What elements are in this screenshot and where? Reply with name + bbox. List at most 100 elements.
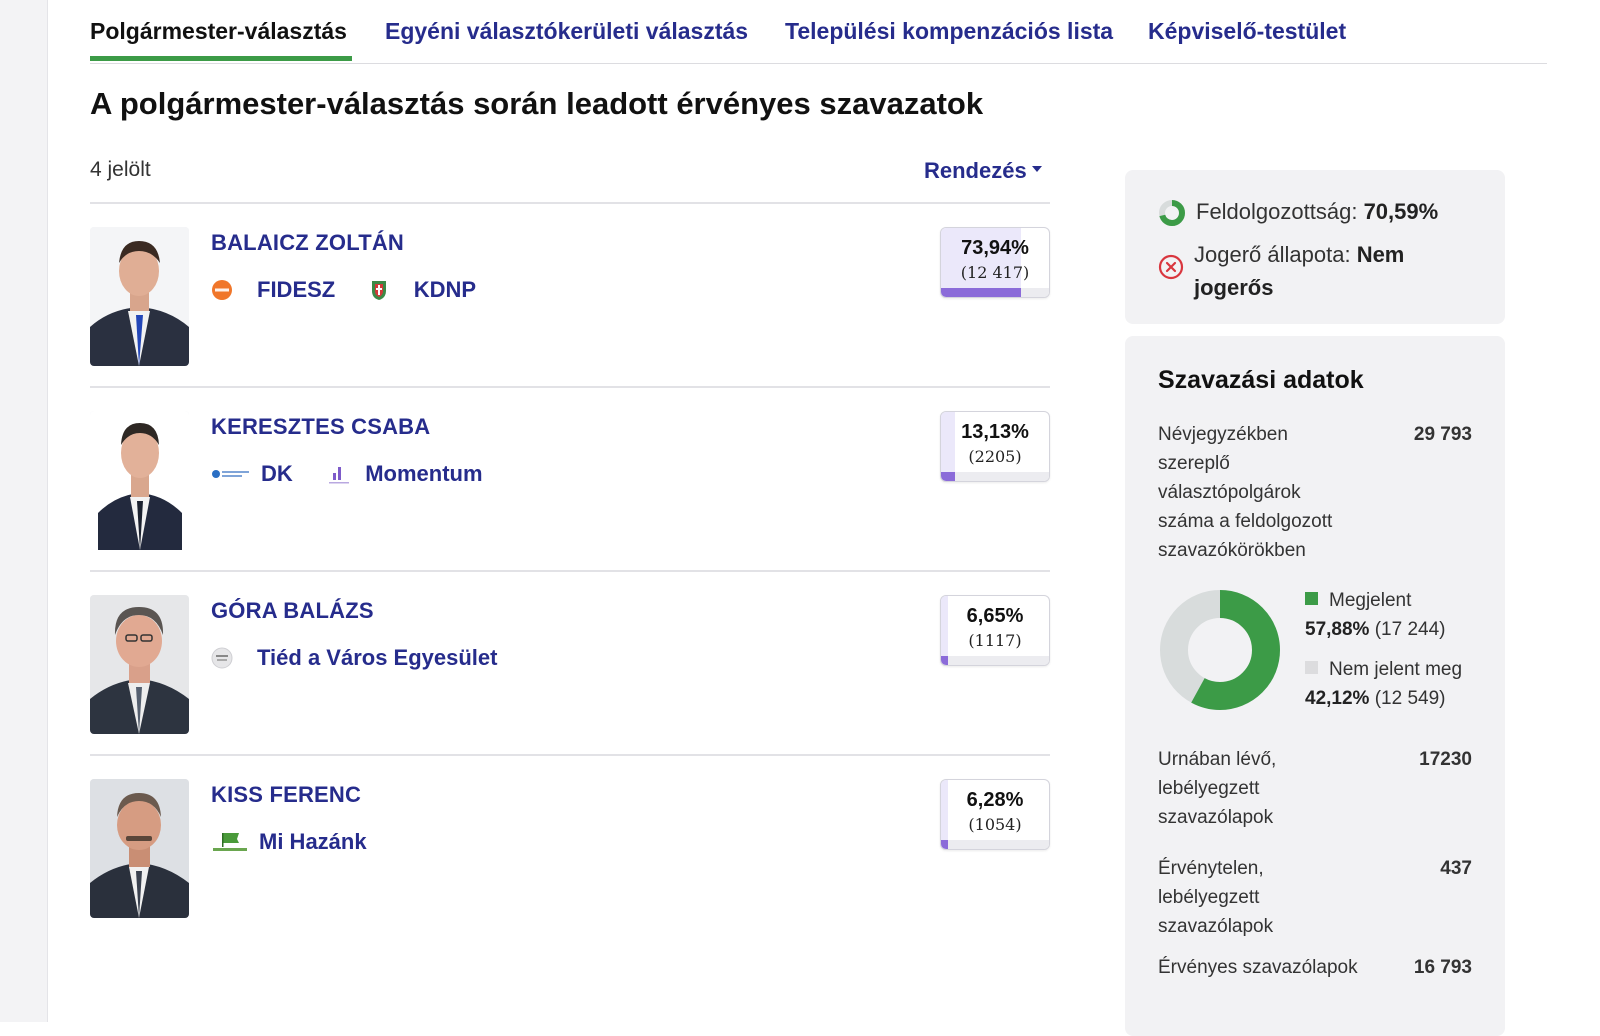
appeared-segment — [1160, 590, 1280, 710]
vote-percent: 73,94% — [961, 237, 1029, 259]
vote-count: (2205) — [968, 447, 1022, 466]
not-appeared-percent: 42,12% — [1305, 688, 1370, 709]
page-title: A polgármester-választás során leadott é… — [90, 86, 984, 121]
valid-ballots-label: Érvényes szavazólapok — [1158, 957, 1358, 978]
vote-percent: 6,28% — [966, 789, 1024, 811]
registered-voters-label: Névjegyzékben szereplő választópolgárok … — [1158, 424, 1333, 561]
candidate-photo — [90, 595, 189, 734]
party-link[interactable]: FIDESZ — [211, 277, 335, 303]
invalid-ballots-label: Érvénytelen, lebélyegzett szavazólapok — [1158, 858, 1274, 937]
error-circle-icon — [1158, 254, 1184, 280]
vote-count: (1054) — [968, 815, 1022, 834]
processing-status: Feldolgozottság: 70,59% — [1196, 199, 1438, 225]
vote-share-track — [941, 840, 1049, 849]
vote-share-fill — [941, 596, 949, 665]
processing-value: 70,59% — [1363, 199, 1439, 224]
party-link[interactable]: KDNP — [368, 277, 476, 303]
candidate-row: GÓRA BALÁZS Tiéd a Város Egyesület 6,65%… — [90, 595, 1050, 735]
mi-hazank-logo-icon — [211, 831, 249, 853]
divider — [90, 386, 1050, 388]
candidate-name[interactable]: GÓRA BALÁZS — [211, 598, 374, 623]
divider — [90, 754, 1050, 756]
party-name: KDNP — [413, 277, 477, 302]
processing-progress-icon — [1159, 200, 1185, 226]
legend-label: Nem jelent meg — [1329, 659, 1463, 680]
party-list: Mi Hazánk — [211, 829, 395, 858]
appeared-percent: 57,88% — [1305, 619, 1370, 640]
election-tabs: Polgármester-választás Egyéni választóke… — [90, 0, 1547, 64]
appeared-value: 57,88% (17 244) — [1305, 619, 1446, 641]
ballots-in-urn-value: 17230 — [1419, 749, 1472, 770]
tab-individual-district[interactable]: Egyéni választókerületi választás — [385, 18, 749, 44]
candidate-name[interactable]: KERESZTES CSABA — [211, 414, 431, 439]
candidate-row: KERESZTES CSABA DK Momentum 13,13% (2205… — [90, 411, 1050, 551]
candidate-row: BALAICZ ZOLTÁN FIDESZ KDNP 73,94% (12 41… — [90, 227, 1050, 367]
vote-result-box: 6,28% (1054) — [940, 779, 1050, 850]
party-link[interactable]: Momentum — [325, 461, 483, 487]
fidesz-logo-icon — [211, 279, 247, 301]
legend-not-appeared: Nem jelent meg — [1305, 659, 1462, 681]
processing-label: Feldolgozottság: — [1196, 199, 1358, 224]
divider — [90, 570, 1050, 572]
not-appeared-value: 42,12% (12 549) — [1305, 688, 1446, 710]
dk-logo-icon — [211, 463, 251, 485]
vote-result-box: 13,13% (2205) — [940, 411, 1050, 482]
party-name: Momentum — [365, 461, 483, 486]
vote-percent: 13,13% — [961, 421, 1029, 443]
party-link[interactable]: Mi Hazánk — [211, 829, 367, 855]
candidate-name[interactable]: BALAICZ ZOLTÁN — [211, 230, 405, 255]
momentum-logo-icon — [325, 463, 355, 485]
invalid-ballots-value: 437 — [1440, 858, 1472, 879]
party-name: FIDESZ — [257, 277, 336, 302]
vote-count: (1117) — [968, 631, 1022, 650]
tab-compensation-list[interactable]: Települési kompenzációs lista — [785, 18, 1114, 44]
vote-share-fill — [941, 412, 956, 481]
candidate-name[interactable]: KISS FERENC — [211, 782, 362, 807]
vote-share-bar — [941, 840, 948, 849]
legal-label: Jogerő állapota: — [1194, 242, 1351, 267]
vote-share-fill — [941, 228, 1021, 297]
vote-share-bar — [941, 288, 1021, 297]
candidate-photo — [90, 227, 189, 366]
vote-result-box: 6,65% (1117) — [940, 595, 1050, 666]
vote-count: (12 417) — [960, 263, 1030, 282]
candidate-row: KISS FERENC Mi Hazánk 6,28% (1054) — [90, 779, 1050, 919]
legend-swatch — [1305, 592, 1318, 606]
vote-share-bar — [941, 656, 949, 665]
party-name: DK — [261, 461, 293, 486]
tab-council[interactable]: Képviselő-testület — [1148, 18, 1347, 44]
sort-label: Rendezés — [924, 158, 1027, 183]
party-link[interactable]: DK — [211, 461, 293, 487]
candidate-photo — [90, 779, 189, 918]
vote-percent: 6,65% — [966, 605, 1024, 627]
turnout-donut-chart — [1160, 590, 1280, 710]
appeared-count: (17 244) — [1374, 619, 1446, 640]
not-appeared-count: (12 549) — [1374, 688, 1446, 709]
legal-status: Jogerő állapota: Nem jogerős — [1194, 238, 1404, 304]
left-sidebar — [0, 0, 48, 1022]
tied-a-varos-logo-icon — [211, 647, 247, 669]
party-name: Mi Hazánk — [259, 829, 367, 854]
legend-appeared: Megjelent — [1305, 590, 1411, 612]
tab-mayor-election[interactable]: Polgármester-választás — [90, 18, 347, 44]
party-name: Tiéd a Város Egyesület — [257, 645, 498, 670]
party-list: DK Momentum — [211, 461, 511, 490]
valid-ballots-value: 16 793 — [1413, 957, 1472, 978]
legal-value: Nem — [1356, 242, 1405, 267]
party-link[interactable]: Tiéd a Város Egyesület — [211, 645, 497, 671]
vote-share-track — [941, 472, 1049, 481]
vote-share-bar — [941, 472, 956, 481]
caret-down-icon — [1031, 166, 1042, 173]
candidate-photo — [90, 411, 189, 550]
voting-data-panel: Szavazási adatok Névjegyzékben szereplő … — [1125, 336, 1505, 1036]
voting-data-title: Szavazási adatok — [1158, 366, 1364, 394]
sort-dropdown[interactable]: Rendezés — [924, 158, 1042, 184]
ballots-in-urn-label: Urnában lévő, lebélyegzett szavazólapok — [1158, 749, 1277, 828]
legend-label: Megjelent — [1329, 590, 1412, 611]
party-list: Tiéd a Város Egyesület — [211, 645, 525, 674]
kdnp-logo-icon — [368, 279, 404, 301]
vote-result-box: 73,94% (12 417) — [940, 227, 1050, 298]
registered-voters-value: 29 793 — [1413, 424, 1472, 445]
legend-swatch — [1305, 661, 1318, 675]
vote-share-fill — [941, 780, 948, 849]
